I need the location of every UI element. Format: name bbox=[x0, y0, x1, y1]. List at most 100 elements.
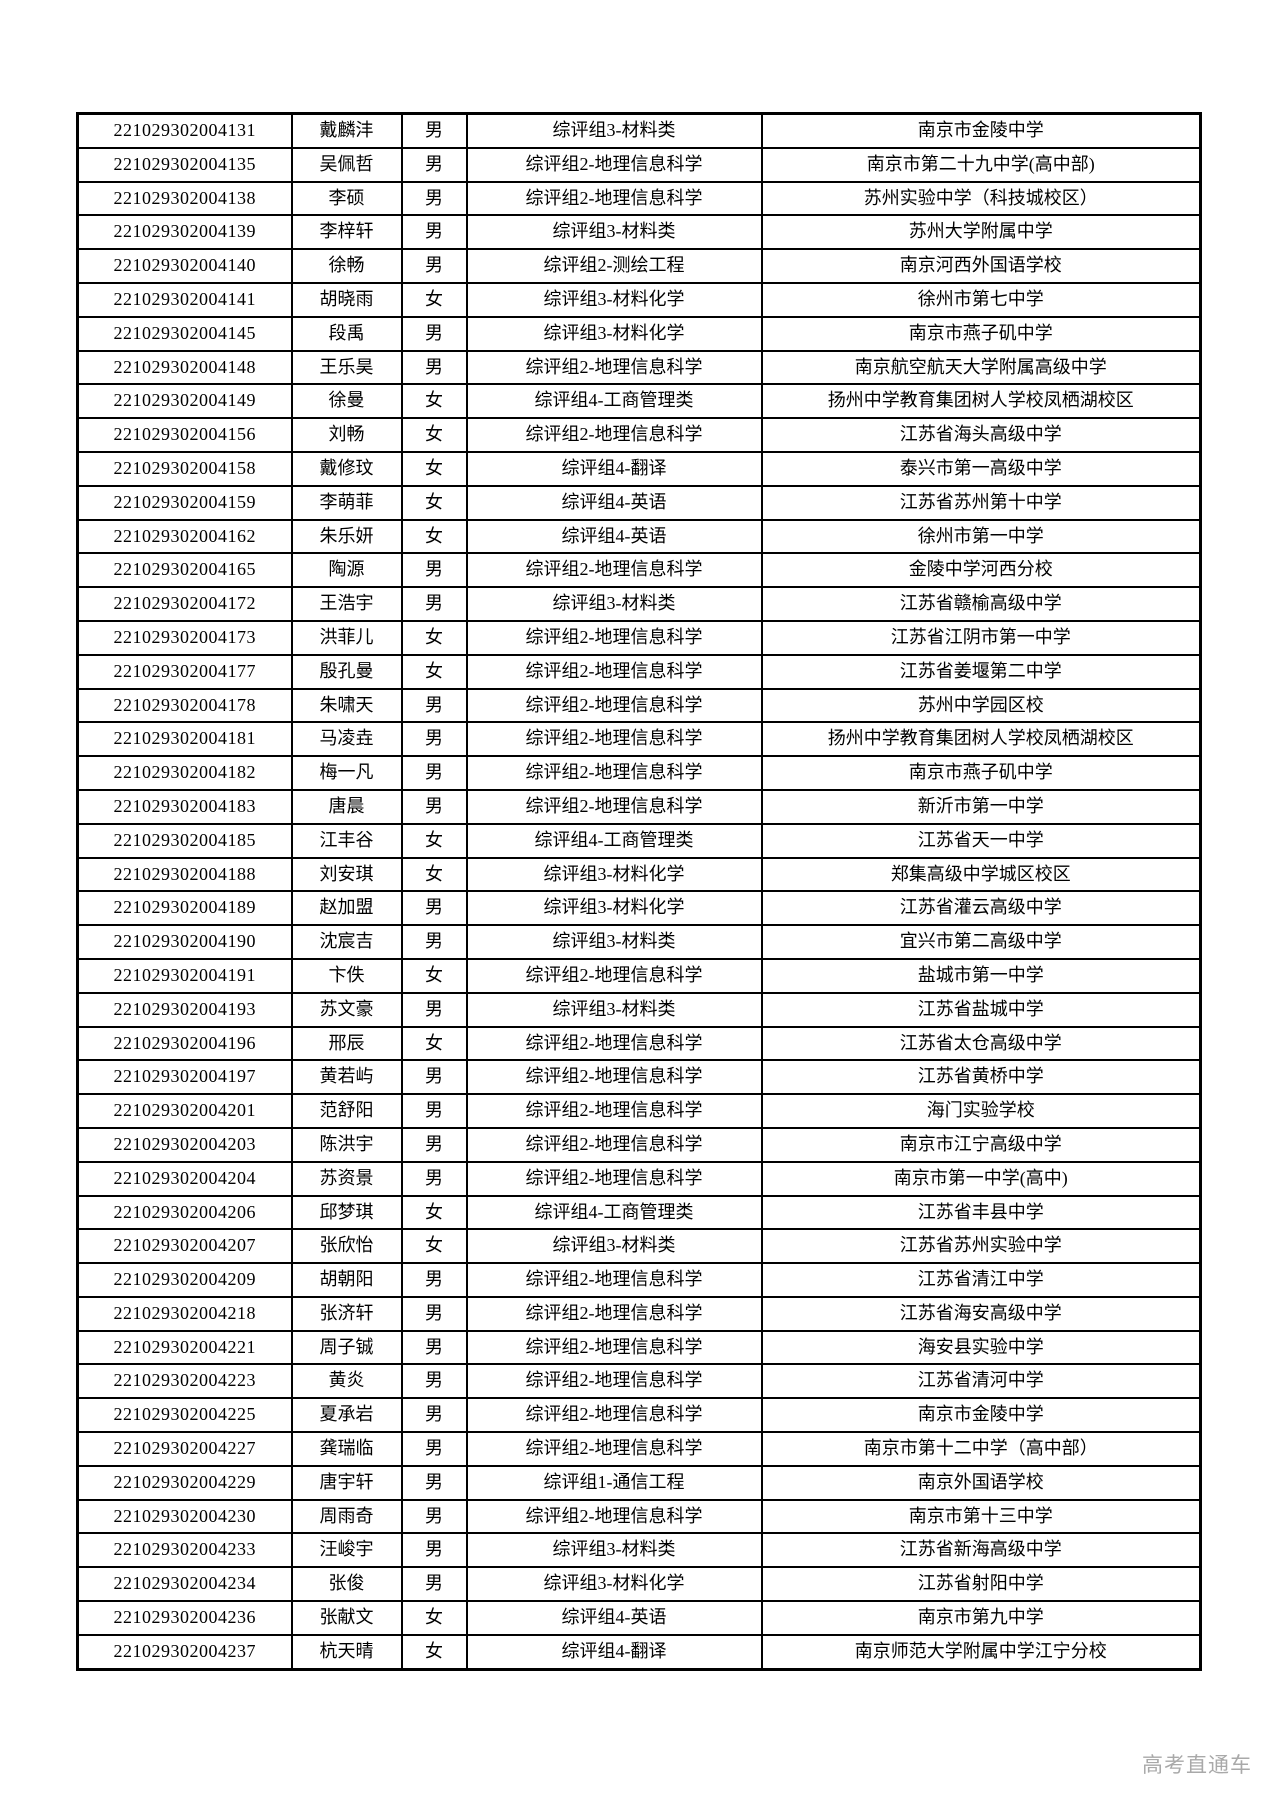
cell-group: 综评组2-地理信息科学 bbox=[465, 552, 763, 589]
table-row: 221029302004209 胡朝阳男综评组2-地理信息科学 江苏省清江中学 bbox=[76, 1262, 1202, 1298]
cell-group: 综评组2-地理信息科学 bbox=[465, 788, 763, 825]
table-row: 221029302004156 刘畅女综评组2-地理信息科学 江苏省海头高级中学 bbox=[76, 417, 1202, 453]
cell-gender: 女 bbox=[400, 653, 468, 690]
table-row: 221029302004141 胡晓雨女综评组3-材料化学 徐州市第七中学 bbox=[76, 281, 1202, 318]
cell-group: 综评组4-翻译 bbox=[465, 1633, 763, 1671]
table-row: 221029302004173 洪菲儿女综评组2-地理信息科学 江苏省江阴市第一中学 bbox=[76, 619, 1202, 656]
cell-gender: 男 bbox=[400, 924, 468, 960]
cell-exam-id: 221029302004201 bbox=[76, 1093, 293, 1129]
cell-school: 南京市第十三中学 bbox=[760, 1498, 1202, 1535]
cell-exam-id: 221029302004159 bbox=[76, 484, 293, 521]
cell-group: 综评组2-地理信息科学 bbox=[465, 653, 763, 690]
table-row: 221029302004207 张欣怡女综评组3-材料类 江苏省苏州实验中学 bbox=[76, 1228, 1202, 1265]
cell-gender: 男 bbox=[400, 1295, 468, 1332]
cell-school: 扬州中学教育集团树人学校凤栖湖校区 bbox=[760, 721, 1202, 758]
cell-school: 南京市燕子矶中学 bbox=[760, 755, 1202, 791]
cell-gender: 女 bbox=[400, 484, 468, 521]
cell-gender: 男 bbox=[400, 1363, 468, 1400]
cell-group: 综评组2-地理信息科学 bbox=[465, 755, 763, 791]
table-row: 221029302004158 戴修玟女综评组4-翻译 泰兴市第一高级中学 bbox=[76, 450, 1202, 487]
cell-gender: 男 bbox=[400, 1498, 468, 1535]
cell-school: 南京师范大学附属中学江宁分校 bbox=[760, 1633, 1202, 1671]
cell-group: 综评组4-翻译 bbox=[465, 450, 763, 487]
table-row: 221029302004227 龚瑞临男综评组2-地理信息科学 南京市第十二中学（高… bbox=[76, 1431, 1202, 1467]
cell-group: 综评组2-地理信息科学 bbox=[465, 1295, 763, 1332]
cell-gender: 女 bbox=[400, 1600, 468, 1636]
cell-school: 江苏省苏州实验中学 bbox=[760, 1228, 1202, 1265]
cell-gender: 男 bbox=[400, 1093, 468, 1129]
cell-exam-id: 221029302004203 bbox=[76, 1126, 293, 1163]
cell-gender: 女 bbox=[400, 822, 468, 859]
cell-school: 南京市燕子矶中学 bbox=[760, 315, 1202, 352]
cell-exam-id: 221029302004172 bbox=[76, 586, 293, 622]
cell-exam-id: 221029302004139 bbox=[76, 214, 293, 251]
cell-exam-id: 221029302004140 bbox=[76, 248, 293, 284]
table-row: 221029302004236 张献文女综评组4-英语 南京市第九中学 bbox=[76, 1600, 1202, 1636]
cell-exam-id: 221029302004223 bbox=[76, 1363, 293, 1400]
cell-name: 李梓轩 bbox=[290, 214, 403, 251]
cell-name: 龚瑞临 bbox=[290, 1431, 403, 1467]
cell-group: 综评组2-地理信息科学 bbox=[465, 687, 763, 724]
table-row: 221029302004140 徐畅男综评组2-测绘工程 南京河西外国语学校 bbox=[76, 248, 1202, 284]
cell-exam-id: 221029302004236 bbox=[76, 1600, 293, 1636]
cell-group: 综评组2-地理信息科学 bbox=[465, 1363, 763, 1400]
cell-name: 殷孔曼 bbox=[290, 653, 403, 690]
cell-group: 综评组4-英语 bbox=[465, 484, 763, 521]
table-row: 221029302004203 陈洪宇男综评组2-地理信息科学 南京市江宁高级中学 bbox=[76, 1126, 1202, 1163]
cell-exam-id: 221029302004135 bbox=[76, 146, 293, 183]
cell-school: 徐州市第一中学 bbox=[760, 518, 1202, 555]
cell-exam-id: 221029302004230 bbox=[76, 1498, 293, 1535]
cell-exam-id: 221029302004209 bbox=[76, 1262, 293, 1298]
cell-group: 综评组2-地理信息科学 bbox=[465, 1160, 763, 1197]
cell-name: 周子铖 bbox=[290, 1329, 403, 1366]
cell-name: 范舒阳 bbox=[290, 1093, 403, 1129]
cell-gender: 女 bbox=[400, 1228, 468, 1265]
table-row: 221029302004237 杭天晴女综评组4-翻译 南京师范大学附属中学江宁分校 bbox=[76, 1633, 1202, 1671]
cell-gender: 男 bbox=[400, 586, 468, 622]
cell-school: 南京市第二十九中学(高中部) bbox=[760, 146, 1202, 183]
table-row: 221029302004159 李萌菲女综评组4-英语 江苏省苏州第十中学 bbox=[76, 484, 1202, 521]
cell-exam-id: 221029302004234 bbox=[76, 1566, 293, 1603]
cell-gender: 男 bbox=[400, 248, 468, 284]
cell-name: 戴麟沣 bbox=[290, 112, 403, 149]
cell-gender: 女 bbox=[400, 417, 468, 453]
table-row: 221029302004149 徐曼女综评组4-工商管理类 扬州中学教育集团树人学校… bbox=[76, 383, 1202, 420]
cell-name: 李硕 bbox=[290, 180, 403, 217]
table-row: 221029302004197 黄若屿男综评组2-地理信息科学 江苏省黄桥中学 bbox=[76, 1059, 1202, 1096]
cell-gender: 男 bbox=[400, 112, 468, 149]
cell-exam-id: 221029302004193 bbox=[76, 991, 293, 1028]
cell-group: 综评组1-通信工程 bbox=[465, 1464, 763, 1501]
cell-gender: 男 bbox=[400, 788, 468, 825]
cell-group: 综评组3-材料类 bbox=[465, 991, 763, 1028]
cell-group: 综评组2-地理信息科学 bbox=[465, 1059, 763, 1096]
cell-exam-id: 221029302004218 bbox=[76, 1295, 293, 1332]
cell-school: 南京市第九中学 bbox=[760, 1600, 1202, 1636]
cell-name: 张济轩 bbox=[290, 1295, 403, 1332]
cell-school: 江苏省黄桥中学 bbox=[760, 1059, 1202, 1096]
cell-school: 新沂市第一中学 bbox=[760, 788, 1202, 825]
cell-gender: 女 bbox=[400, 1633, 468, 1671]
cell-gender: 男 bbox=[400, 315, 468, 352]
cell-school: 江苏省海安高级中学 bbox=[760, 1295, 1202, 1332]
cell-name: 苏文豪 bbox=[290, 991, 403, 1028]
table-row: 221029302004201 范舒阳男综评组2-地理信息科学 海门实验学校 bbox=[76, 1093, 1202, 1129]
cell-gender: 女 bbox=[400, 1194, 468, 1231]
cell-school: 江苏省灌云高级中学 bbox=[760, 890, 1202, 927]
cell-name: 沈宸吉 bbox=[290, 924, 403, 960]
table-row: 221029302004135 吴佩哲男综评组2-地理信息科学 南京市第二十九中学(… bbox=[76, 146, 1202, 183]
roster-table: 221029302004131 戴麟沣男综评组3-材料类 南京市金陵中学 221029… bbox=[76, 112, 1202, 1671]
cell-exam-id: 221029302004173 bbox=[76, 619, 293, 656]
cell-school: 金陵中学河西分校 bbox=[760, 552, 1202, 589]
cell-name: 唐晨 bbox=[290, 788, 403, 825]
cell-gender: 男 bbox=[400, 349, 468, 386]
cell-school: 江苏省射阳中学 bbox=[760, 1566, 1202, 1603]
cell-group: 综评组3-材料类 bbox=[465, 214, 763, 251]
table-row: 221029302004206 邱梦琪女综评组4-工商管理类 江苏省丰县中学 bbox=[76, 1194, 1202, 1231]
cell-group: 综评组3-材料类 bbox=[465, 1228, 763, 1265]
cell-name: 刘畅 bbox=[290, 417, 403, 453]
table-row: 221029302004229 唐宇轩男综评组1-通信工程 南京外国语学校 bbox=[76, 1464, 1202, 1501]
table-row: 221029302004145 段禹男综评组3-材料化学 南京市燕子矶中学 bbox=[76, 315, 1202, 352]
cell-gender: 男 bbox=[400, 214, 468, 251]
cell-gender: 男 bbox=[400, 991, 468, 1028]
cell-name: 王浩宇 bbox=[290, 586, 403, 622]
